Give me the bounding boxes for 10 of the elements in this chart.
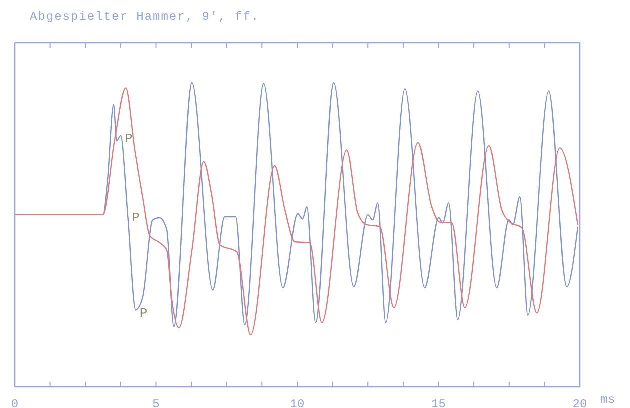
annotation: P	[124, 132, 133, 147]
annotation: P	[140, 306, 148, 321]
annotation: P	[132, 210, 140, 226]
x-tick-label: 5	[152, 398, 160, 408]
x-tick-label: 20	[572, 398, 588, 408]
x-tick-label: 10	[290, 398, 305, 408]
chart-title: Abgespielter Hammer, 9', ff.	[30, 10, 260, 24]
x-tick-label: 15	[432, 398, 446, 408]
x-axis-title: ms	[600, 393, 616, 407]
x-tick-label: 0	[11, 398, 19, 408]
